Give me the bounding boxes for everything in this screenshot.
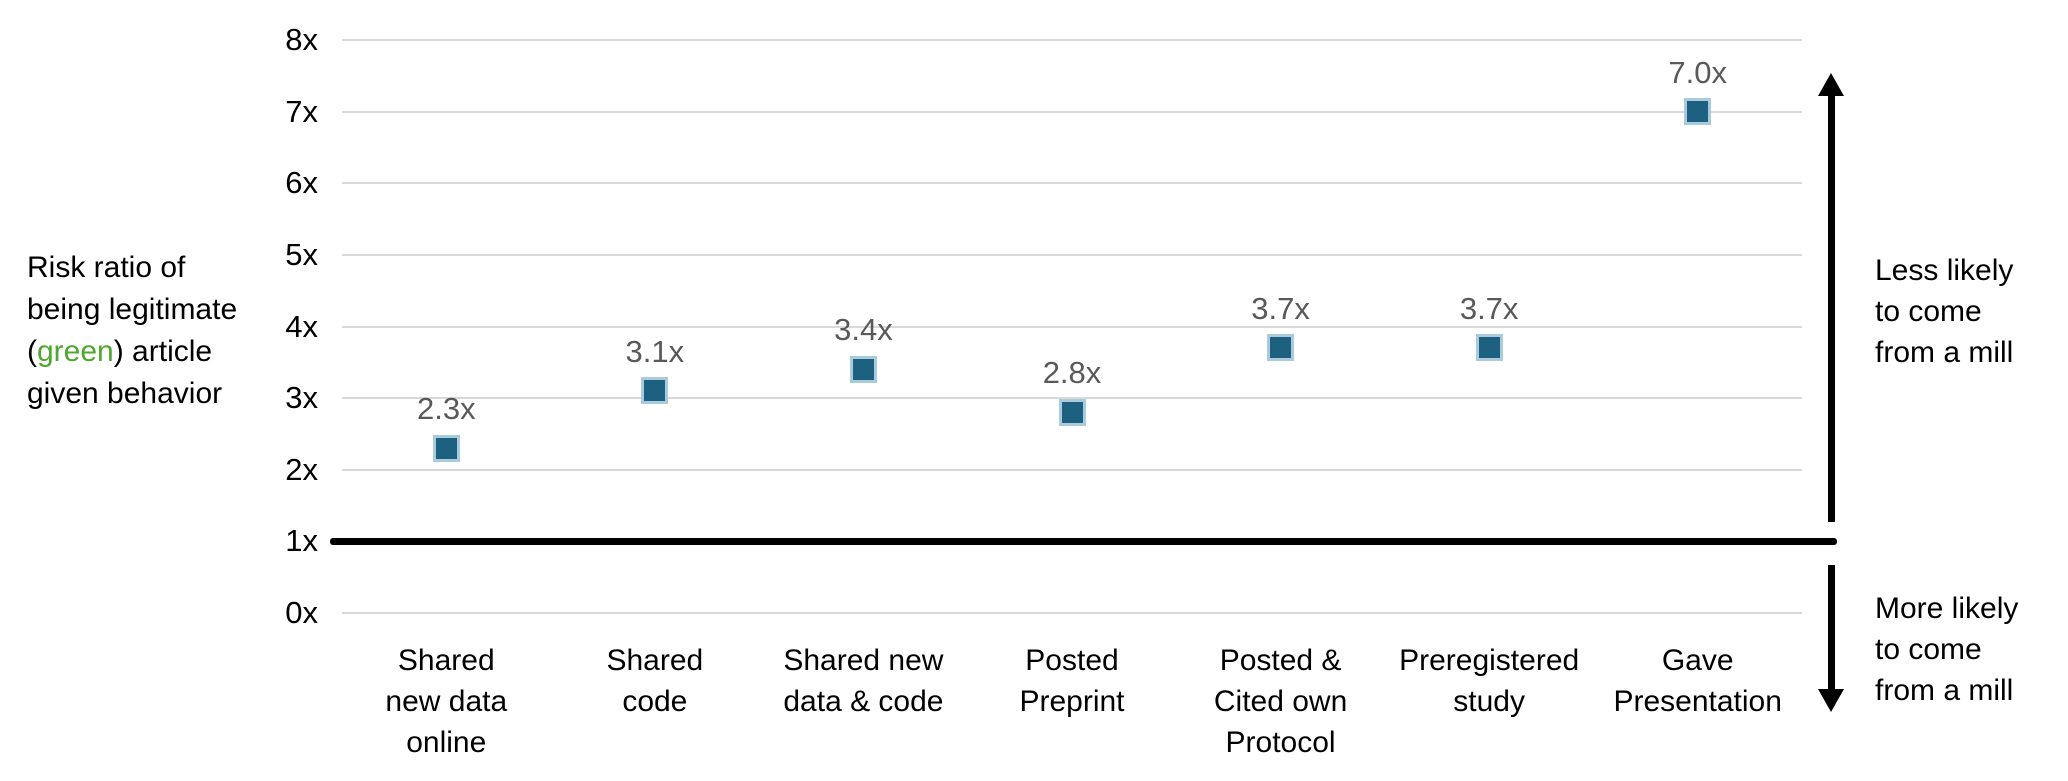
- category-label: Gave Presentation: [1613, 644, 1782, 718]
- data-point-marker: [1475, 334, 1503, 362]
- category-label: Shared new data & code: [783, 644, 944, 718]
- y-tick-label: 4x: [285, 308, 318, 344]
- data-point-marker: [432, 434, 460, 462]
- category-label: Shared code: [606, 644, 704, 718]
- data-point-label: 3.4x: [834, 312, 893, 348]
- data-point-label: 3.7x: [1459, 290, 1519, 326]
- gridline-0x: [342, 612, 1802, 614]
- y-axis-title-green-word: green: [37, 335, 114, 368]
- category-label: Posted Preprint: [1019, 644, 1125, 718]
- y-tick-label: 1x: [285, 523, 318, 559]
- data-point-marker: [1684, 98, 1712, 126]
- gridline-4x: [342, 325, 1802, 328]
- data-point-label: 3.1x: [625, 333, 685, 369]
- data-point-label: 3.7x: [1251, 290, 1310, 326]
- data-point-marker: [641, 377, 669, 405]
- one-x-baseline: [330, 537, 1837, 545]
- y-tick-label: 7x: [285, 93, 318, 129]
- gridline-5x: [342, 253, 1802, 256]
- gridline-6x: [342, 182, 1802, 185]
- data-point-label: 2.8x: [1042, 355, 1102, 391]
- y-tick-label: 2x: [285, 451, 318, 487]
- y-tick-label: 6x: [285, 165, 318, 201]
- y-tick-label: 8x: [285, 22, 318, 57]
- category-label: Preregistered study: [1399, 644, 1580, 718]
- y-axis-title-pre: Risk ratio of being legitimate (: [27, 251, 238, 368]
- y-axis-title: Risk ratio of being legitimate (green) a…: [27, 247, 327, 415]
- y-tick-label: 5x: [285, 236, 318, 272]
- data-point-marker: [1058, 398, 1086, 426]
- annotation-less-likely: Less likely to come from a mill: [1875, 254, 2014, 369]
- annotation-more-likely: More likely to come from a mill: [1875, 592, 2019, 707]
- y-tick-label: 0x: [285, 595, 318, 630]
- gridline-2x: [342, 468, 1802, 471]
- category-label: Shared new data online: [385, 644, 508, 759]
- gridline-8x: [342, 39, 1802, 41]
- y-tick-label: 3x: [285, 380, 318, 416]
- gridline-7x: [342, 110, 1802, 113]
- category-label: Posted & Cited own Protocol: [1213, 644, 1348, 759]
- y-axis-title-post: ) article given behavior: [27, 335, 223, 410]
- data-point-marker: [849, 355, 877, 383]
- data-point-label: 7.0x: [1668, 54, 1727, 90]
- data-point-marker: [1267, 334, 1295, 362]
- data-point-label: 2.3x: [416, 391, 476, 427]
- gridline-3x: [342, 397, 1802, 400]
